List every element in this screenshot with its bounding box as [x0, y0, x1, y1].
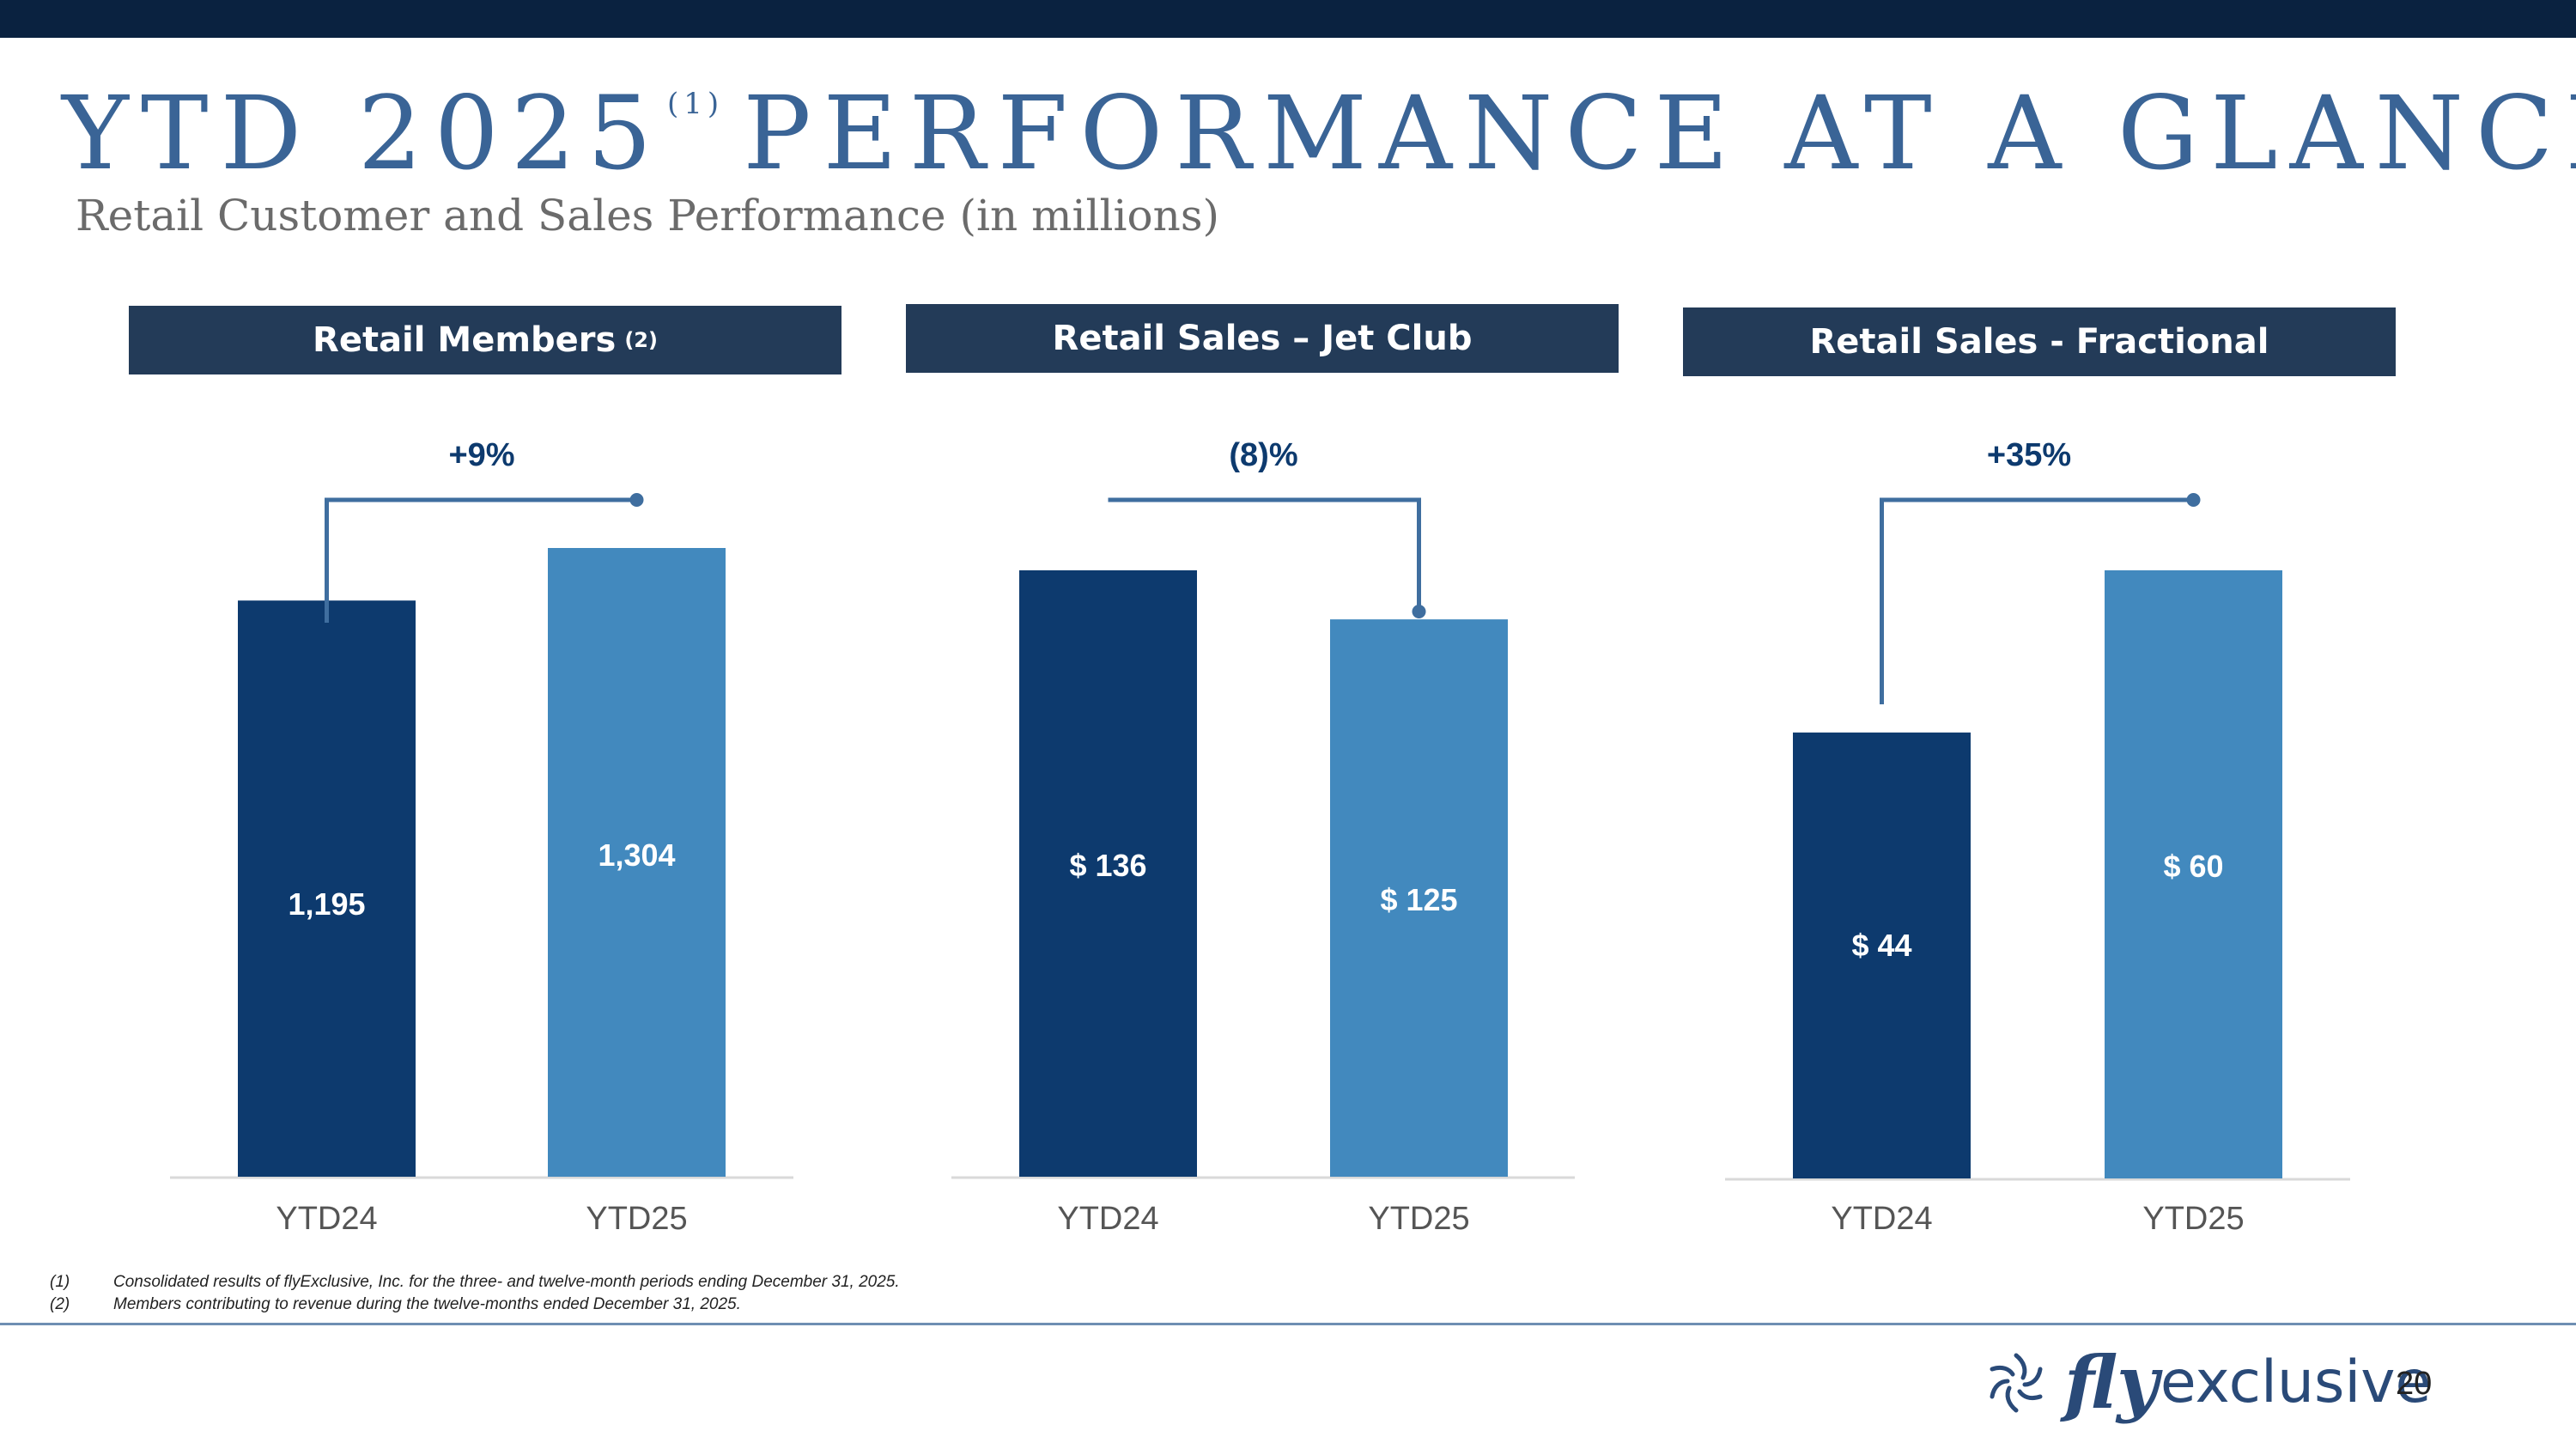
change-connector: [1880, 497, 2194, 704]
bar-value-label: 1,195: [288, 886, 365, 922]
footer-divider: [0, 1323, 2576, 1325]
footnotes: (1) Consolidated results of flyExclusive,…: [50, 1271, 900, 1316]
x-tick-label: YTD25: [1368, 1201, 1469, 1237]
turbine-icon: [1990, 1353, 2043, 1412]
title-footnote-mark: (1): [667, 87, 725, 121]
footnote-2: (2) Members contributing to revenue durin…: [50, 1295, 741, 1313]
bar-value-label: $ 125: [1380, 882, 1457, 917]
change-percent-label: +35%: [1987, 437, 2071, 473]
change-connector: [325, 497, 637, 623]
change-connector: [1108, 497, 1421, 612]
bar-ytd25: [2105, 570, 2282, 1178]
panel-header-fractional: Retail Sales - Fractional: [1683, 307, 2396, 376]
header-footnote-mark: (2): [624, 328, 658, 352]
bar-ytd24: [238, 600, 416, 1177]
bar-value-label: $ 136: [1069, 848, 1146, 883]
page-number: 20: [2396, 1366, 2433, 1402]
bar-ytd24: [1793, 732, 1971, 1178]
bar-ytd25: [1330, 619, 1508, 1177]
panel-header-jet-club: Retail Sales – Jet Club: [906, 304, 1619, 373]
bar-value-label: 1,304: [598, 837, 675, 873]
footnote-1: (1) Consolidated results of flyExclusive,…: [50, 1273, 900, 1291]
page-title: YTD 2025 (1) PERFORMANCE AT A GLANCE: [62, 74, 2576, 192]
x-tick-label: YTD24: [1831, 1201, 1932, 1237]
x-tick-label: YTD25: [2142, 1201, 2244, 1237]
change-percent-label: (8)%: [1229, 437, 1297, 473]
x-tick-label: YTD24: [276, 1201, 377, 1237]
x-tick-label: YTD24: [1057, 1201, 1158, 1237]
page-subtitle: Retail Customer and Sales Performance (i…: [76, 191, 1219, 240]
bar-ytd24: [1019, 570, 1197, 1177]
flyexclusive-logo: fly exclusive: [1977, 1340, 2431, 1425]
connector-end-dot: [2186, 493, 2201, 507]
x-tick-label: YTD25: [586, 1201, 687, 1237]
panel-header-retail-members: Retail Members (2): [129, 306, 841, 374]
bar-value-label: $ 44: [1851, 928, 1911, 963]
top-bar: [0, 0, 2576, 38]
bar-value-label: $ 60: [2163, 849, 2223, 884]
connector-end-dot: [629, 493, 644, 507]
change-percent-label: +9%: [448, 437, 514, 473]
bar-ytd25: [548, 548, 726, 1177]
connector-end-dot: [1412, 605, 1426, 618]
